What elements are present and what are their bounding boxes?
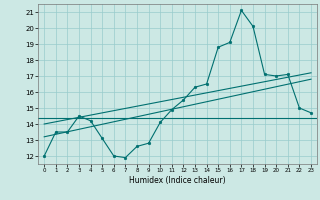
X-axis label: Humidex (Indice chaleur): Humidex (Indice chaleur) — [129, 176, 226, 185]
